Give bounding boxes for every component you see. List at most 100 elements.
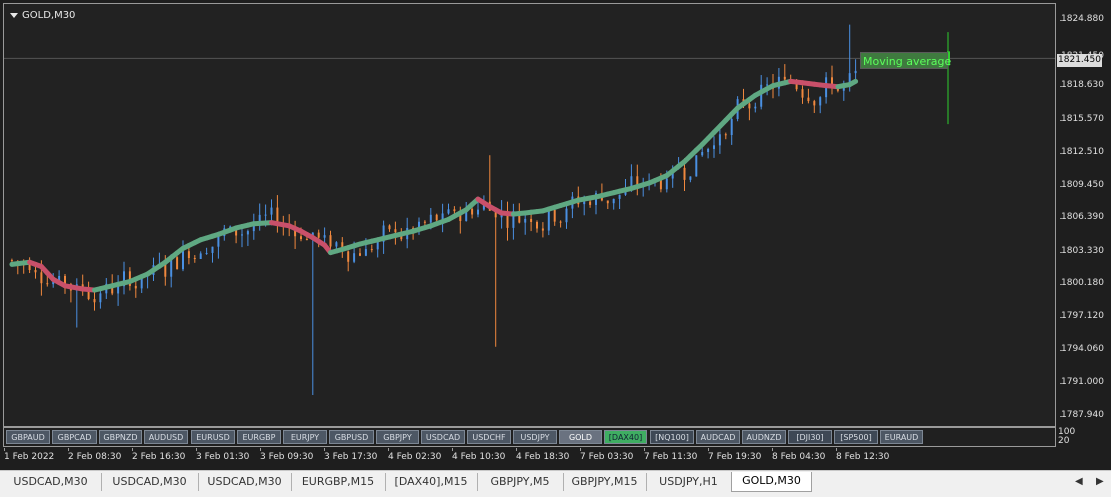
candle-body (394, 229, 396, 232)
candle-body (359, 253, 361, 256)
chart-tab[interactable]: GBPJPY,M15 (563, 473, 647, 491)
candle-body (560, 222, 562, 223)
candle-body (689, 176, 691, 179)
symbol-button[interactable]: GBPAUD (6, 430, 50, 444)
chart-tab[interactable]: USDCAD,M30 (101, 473, 199, 491)
candle-body (701, 152, 703, 155)
candle-body (695, 155, 697, 176)
time-tick-label: 4 Feb 18:30 (516, 452, 569, 462)
chart-window[interactable]: GOLD,M30 Moving average 1824.8801821.450… (0, 0, 1111, 470)
moving-average-label: Moving average (860, 52, 948, 69)
candle-body (335, 242, 337, 246)
candle-body (524, 219, 526, 223)
candle-body (365, 249, 367, 256)
symbol-button[interactable]: [SP500] (834, 430, 878, 444)
symbol-button[interactable]: GBPCAD (52, 430, 97, 444)
time-tick-label: 2 Feb 08:30 (68, 452, 121, 462)
candle-body (802, 89, 804, 97)
candle-body (353, 253, 355, 262)
candle-body (613, 199, 615, 203)
candle-body (660, 180, 662, 189)
candle-body (536, 222, 538, 228)
symbol-button[interactable]: AUDNZD (742, 430, 786, 444)
price-tick-label: 1803.330 (1061, 246, 1104, 256)
chart-tab[interactable]: [DAX40],M15 (385, 473, 478, 491)
candle-body (300, 236, 302, 239)
symbol-button[interactable]: GBPJPY (376, 430, 419, 444)
chart-tab[interactable]: USDJPY,H1 (646, 473, 732, 491)
candle-body (324, 235, 326, 238)
arrow-left-icon[interactable]: ◀ (1075, 476, 1083, 487)
candle-body (784, 77, 786, 80)
candle-body (306, 239, 308, 240)
time-tick-label: 7 Feb 11:30 (644, 452, 697, 462)
chart-tab[interactable]: GOLD,M30 (731, 472, 812, 492)
chart-tab[interactable]: GBPJPY,M5 (477, 473, 564, 491)
symbol-button[interactable]: GOLD (559, 430, 602, 444)
symbol-button[interactable]: GBPNZD (99, 430, 142, 444)
candle-body (471, 209, 473, 215)
candle-body (453, 209, 455, 211)
candle-body (766, 84, 768, 85)
candle-body (200, 253, 202, 259)
time-tick-label: 4 Feb 02:30 (388, 452, 441, 462)
candle-body (707, 149, 709, 152)
candle-body (94, 299, 96, 302)
arrow-right-icon[interactable]: ▶ (1096, 476, 1104, 487)
price-tick-label: 1809.450 (1061, 180, 1104, 190)
symbol-button[interactable]: GBPUSD (329, 430, 374, 444)
symbol-button[interactable]: EURJPY (283, 430, 327, 444)
symbol-button[interactable]: USDJPY (513, 430, 557, 444)
candle-body (619, 195, 621, 199)
symbol-button[interactable]: AUDUSD (144, 430, 188, 444)
candle-body (807, 98, 809, 101)
symbol-button[interactable]: [DJI30] (788, 430, 832, 444)
candle-body (583, 202, 585, 205)
price-tick-label: 1787.940 (1061, 410, 1104, 420)
symbol-button[interactable]: AUDCAD (696, 430, 740, 444)
candle-body (188, 251, 190, 258)
candle-body (713, 145, 715, 149)
price-tick-label: 1815.570 (1061, 114, 1104, 124)
candle-body (542, 228, 544, 230)
price-tick-label: 1797.120 (1061, 311, 1104, 321)
candle-body (819, 97, 821, 105)
price-tick-label: 1824.880 (1061, 14, 1104, 24)
chart-title: GOLD,M30 (10, 10, 75, 21)
triangle-down-icon[interactable] (10, 13, 18, 18)
candle-body (206, 253, 208, 254)
price-tick-label: 1812.510 (1061, 147, 1104, 157)
symbol-button[interactable]: EURAUD (880, 430, 923, 444)
candle-body (176, 257, 178, 269)
time-tick-label: 4 Feb 10:30 (452, 452, 505, 462)
chart-tab[interactable]: USDCAD,M30 (198, 473, 292, 491)
price-chart[interactable]: GOLD,M30 Moving average (3, 3, 1056, 427)
symbol-button[interactable]: USDCAD (421, 430, 465, 444)
symbol-button[interactable]: [DAX40] (604, 430, 647, 444)
time-tick-label: 8 Feb 12:30 (836, 452, 889, 462)
candle-body (389, 225, 391, 229)
candle-body (684, 168, 686, 180)
time-tick-label: 1 Feb 2022 (4, 452, 54, 462)
candle-body (548, 210, 550, 231)
candle-body (748, 104, 750, 109)
candle-body (35, 270, 37, 272)
symbol-button[interactable]: EURUSD (191, 430, 235, 444)
candle-body (725, 134, 727, 135)
candle-body (371, 249, 373, 250)
price-tick-label: 1800.180 (1061, 278, 1104, 288)
moving-average-line (850, 81, 856, 84)
symbol-button[interactable]: [NQ100] (650, 430, 694, 444)
candle-body (666, 179, 668, 190)
symbol-button[interactable]: EURGBP (237, 430, 281, 444)
chart-tab[interactable]: USDCAD,M30 (0, 473, 102, 491)
symbol-button[interactable]: USDCHF (467, 430, 511, 444)
candle-body (448, 209, 450, 213)
price-tick-label: 1806.390 (1061, 212, 1104, 222)
time-tick-label: 3 Feb 01:30 (196, 452, 249, 462)
chart-title-text: GOLD,M30 (22, 10, 75, 21)
chart-tab[interactable]: EURGBP,M15 (291, 473, 386, 491)
